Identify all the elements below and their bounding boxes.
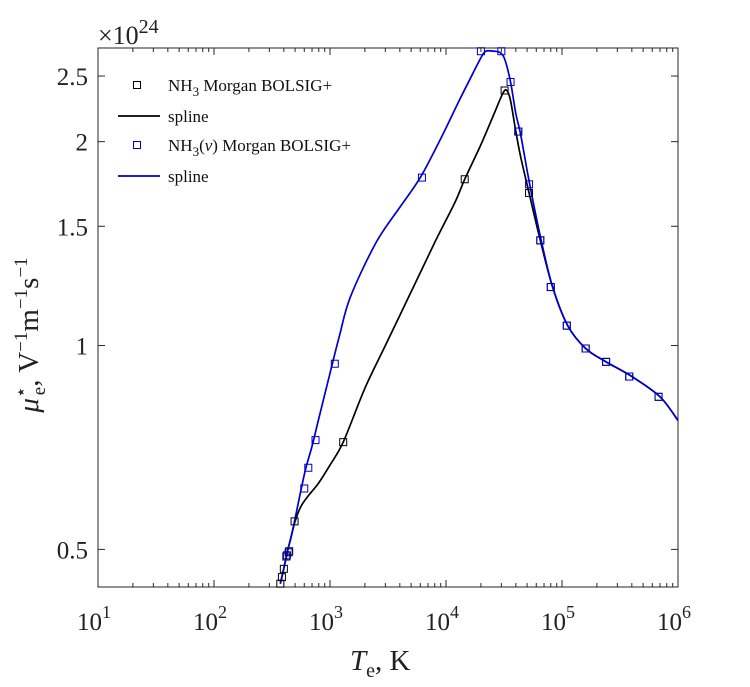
data-point: [506, 77, 515, 86]
x-tick-label: 105: [541, 602, 575, 636]
data-point: [546, 283, 555, 292]
plot-area: [97, 47, 679, 588]
plot-frame: [97, 47, 679, 588]
y-tick-label: 0.5: [57, 537, 88, 564]
x-tick-label: 104: [425, 602, 459, 636]
data-point: [290, 517, 299, 526]
data-point: [279, 564, 288, 573]
data-point: [304, 463, 313, 472]
data-point: [277, 573, 286, 582]
x-tick-label: 106: [657, 602, 691, 636]
data-point: [300, 484, 309, 493]
legend-label: NH3(v) Morgan BOLSIG+: [168, 136, 351, 159]
x-tick-label: 103: [309, 602, 343, 636]
data-point: [625, 372, 634, 381]
legend-label: spline: [168, 167, 209, 186]
x-tick-label: 102: [193, 602, 227, 636]
data-point: [339, 438, 348, 447]
data-point: [654, 392, 663, 401]
data-point: [581, 344, 590, 353]
data-point: [284, 548, 293, 557]
y-tick-label: 1.5: [57, 214, 88, 241]
data-point: [562, 321, 571, 330]
data-point: [500, 86, 509, 95]
legend-label: NH3 Morgan BOLSIG+: [168, 76, 332, 99]
data-point: [514, 127, 523, 136]
x-tick-label: 101: [77, 602, 111, 636]
data-point: [285, 547, 294, 556]
svg-text:μ⋆e, V−1m−1s−1: μ⋆e, V−1m−1s−1: [11, 257, 50, 413]
y-tick-label: 2: [76, 130, 89, 157]
data-point: [311, 436, 320, 445]
legend-marker: [133, 81, 141, 89]
data-point: [536, 236, 545, 245]
y-tick-label: 1: [76, 334, 89, 361]
data-point: [330, 359, 339, 368]
data-point: [602, 357, 611, 366]
legend-marker: [133, 141, 141, 149]
y-axis-title: μ⋆e, V−1m−1s−1: [11, 257, 50, 413]
data-point: [460, 175, 469, 184]
data-point: [476, 47, 485, 56]
data-point: [417, 173, 426, 182]
data-point: [282, 551, 291, 560]
y-exponent-label: ×1024: [98, 16, 159, 50]
axis-ticks: 101 102 103 104 105 106 0.5 1 1.5 2 2.5: [57, 48, 691, 636]
data-point: [282, 552, 291, 561]
data-point: [525, 180, 534, 189]
data-markers: [276, 47, 663, 588]
legend-label: spline: [168, 107, 209, 126]
y-tick-label: 2.5: [57, 64, 88, 91]
data-point: [525, 188, 534, 197]
x-axis-title: Te, K: [350, 645, 411, 682]
legend: NH3 Morgan BOLSIG+ spline NH3(v) Morgan BO…: [118, 76, 351, 186]
axis-labels: ×1024 Te, K μ⋆e, V−1m−1s−1: [11, 16, 411, 682]
data-point: [497, 47, 506, 56]
